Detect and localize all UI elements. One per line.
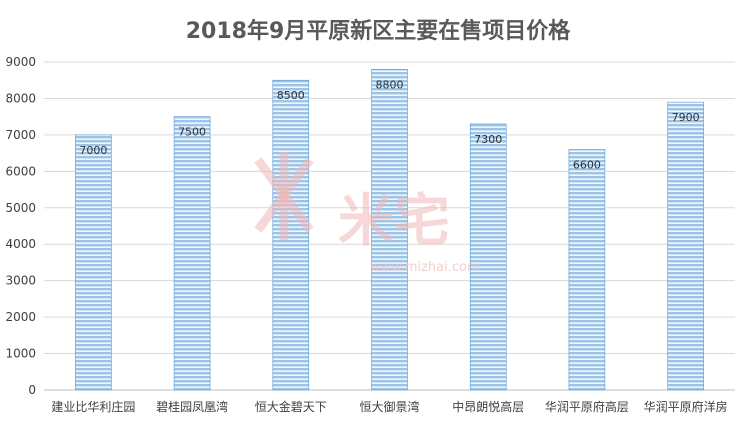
- x-tick-label: 中昂朗悦高层: [452, 399, 524, 414]
- x-axis-ticks: 建业比华利庄园 碧桂园凤凰湾 恒大金碧天下 恒大御景湾 中昂朗悦高层 华润平原府高层 华润平…: [51, 399, 727, 414]
- y-tick-label: 6000: [5, 164, 36, 178]
- y-tick-label: 9000: [5, 55, 36, 69]
- bar: [173, 116, 211, 391]
- y-tick-label: 5000: [5, 201, 36, 215]
- x-tick-label: 华润平原府洋房: [644, 399, 728, 414]
- x-tick-label: 华润平原府高层: [545, 399, 629, 414]
- watermark: 米宅 www.mizhai.com: [254, 152, 480, 275]
- data-label: 6600: [573, 158, 601, 171]
- y-axis-ticks: 0 1000 2000 3000 4000 5000 6000 7000 8000 9000: [5, 55, 36, 397]
- y-tick-label: 4000: [5, 237, 36, 251]
- y-tick-label: 7000: [5, 128, 36, 142]
- bar: [667, 101, 704, 391]
- y-tick-label: 0: [28, 383, 36, 397]
- x-tick-label: 恒大御景湾: [359, 399, 419, 414]
- bar: [75, 134, 112, 391]
- data-label: 8800: [376, 78, 404, 91]
- chart-title: 2018年9月平原新区主要在售项目价格: [186, 18, 572, 44]
- data-label: 7500: [178, 126, 206, 139]
- bar: [568, 149, 606, 391]
- data-label: 7000: [79, 144, 107, 157]
- bar: [469, 123, 507, 391]
- bar: [272, 79, 310, 391]
- x-tick-label: 恒大金碧天下: [255, 399, 327, 414]
- data-label: 7300: [474, 133, 502, 146]
- x-tick-label: 碧桂园凤凰湾: [156, 399, 228, 414]
- y-tick-label: 2000: [5, 310, 36, 324]
- data-label: 8500: [277, 89, 305, 102]
- y-tick-label: 8000: [5, 91, 36, 105]
- bar: [371, 68, 408, 391]
- watermark-text: 米宅: [338, 189, 450, 254]
- x-tick-label: 建业比华利庄园: [51, 399, 135, 414]
- data-labels: 7000 7500 8500 8800 7300 6600 7900: [79, 78, 699, 171]
- watermark-url: www.mizhai.com: [370, 260, 480, 275]
- watermark-logo-icon: [254, 152, 314, 240]
- y-tick-label: 3000: [5, 274, 36, 288]
- bars: [75, 68, 704, 391]
- y-tick-label: 1000: [5, 347, 36, 361]
- data-label: 7900: [672, 111, 700, 124]
